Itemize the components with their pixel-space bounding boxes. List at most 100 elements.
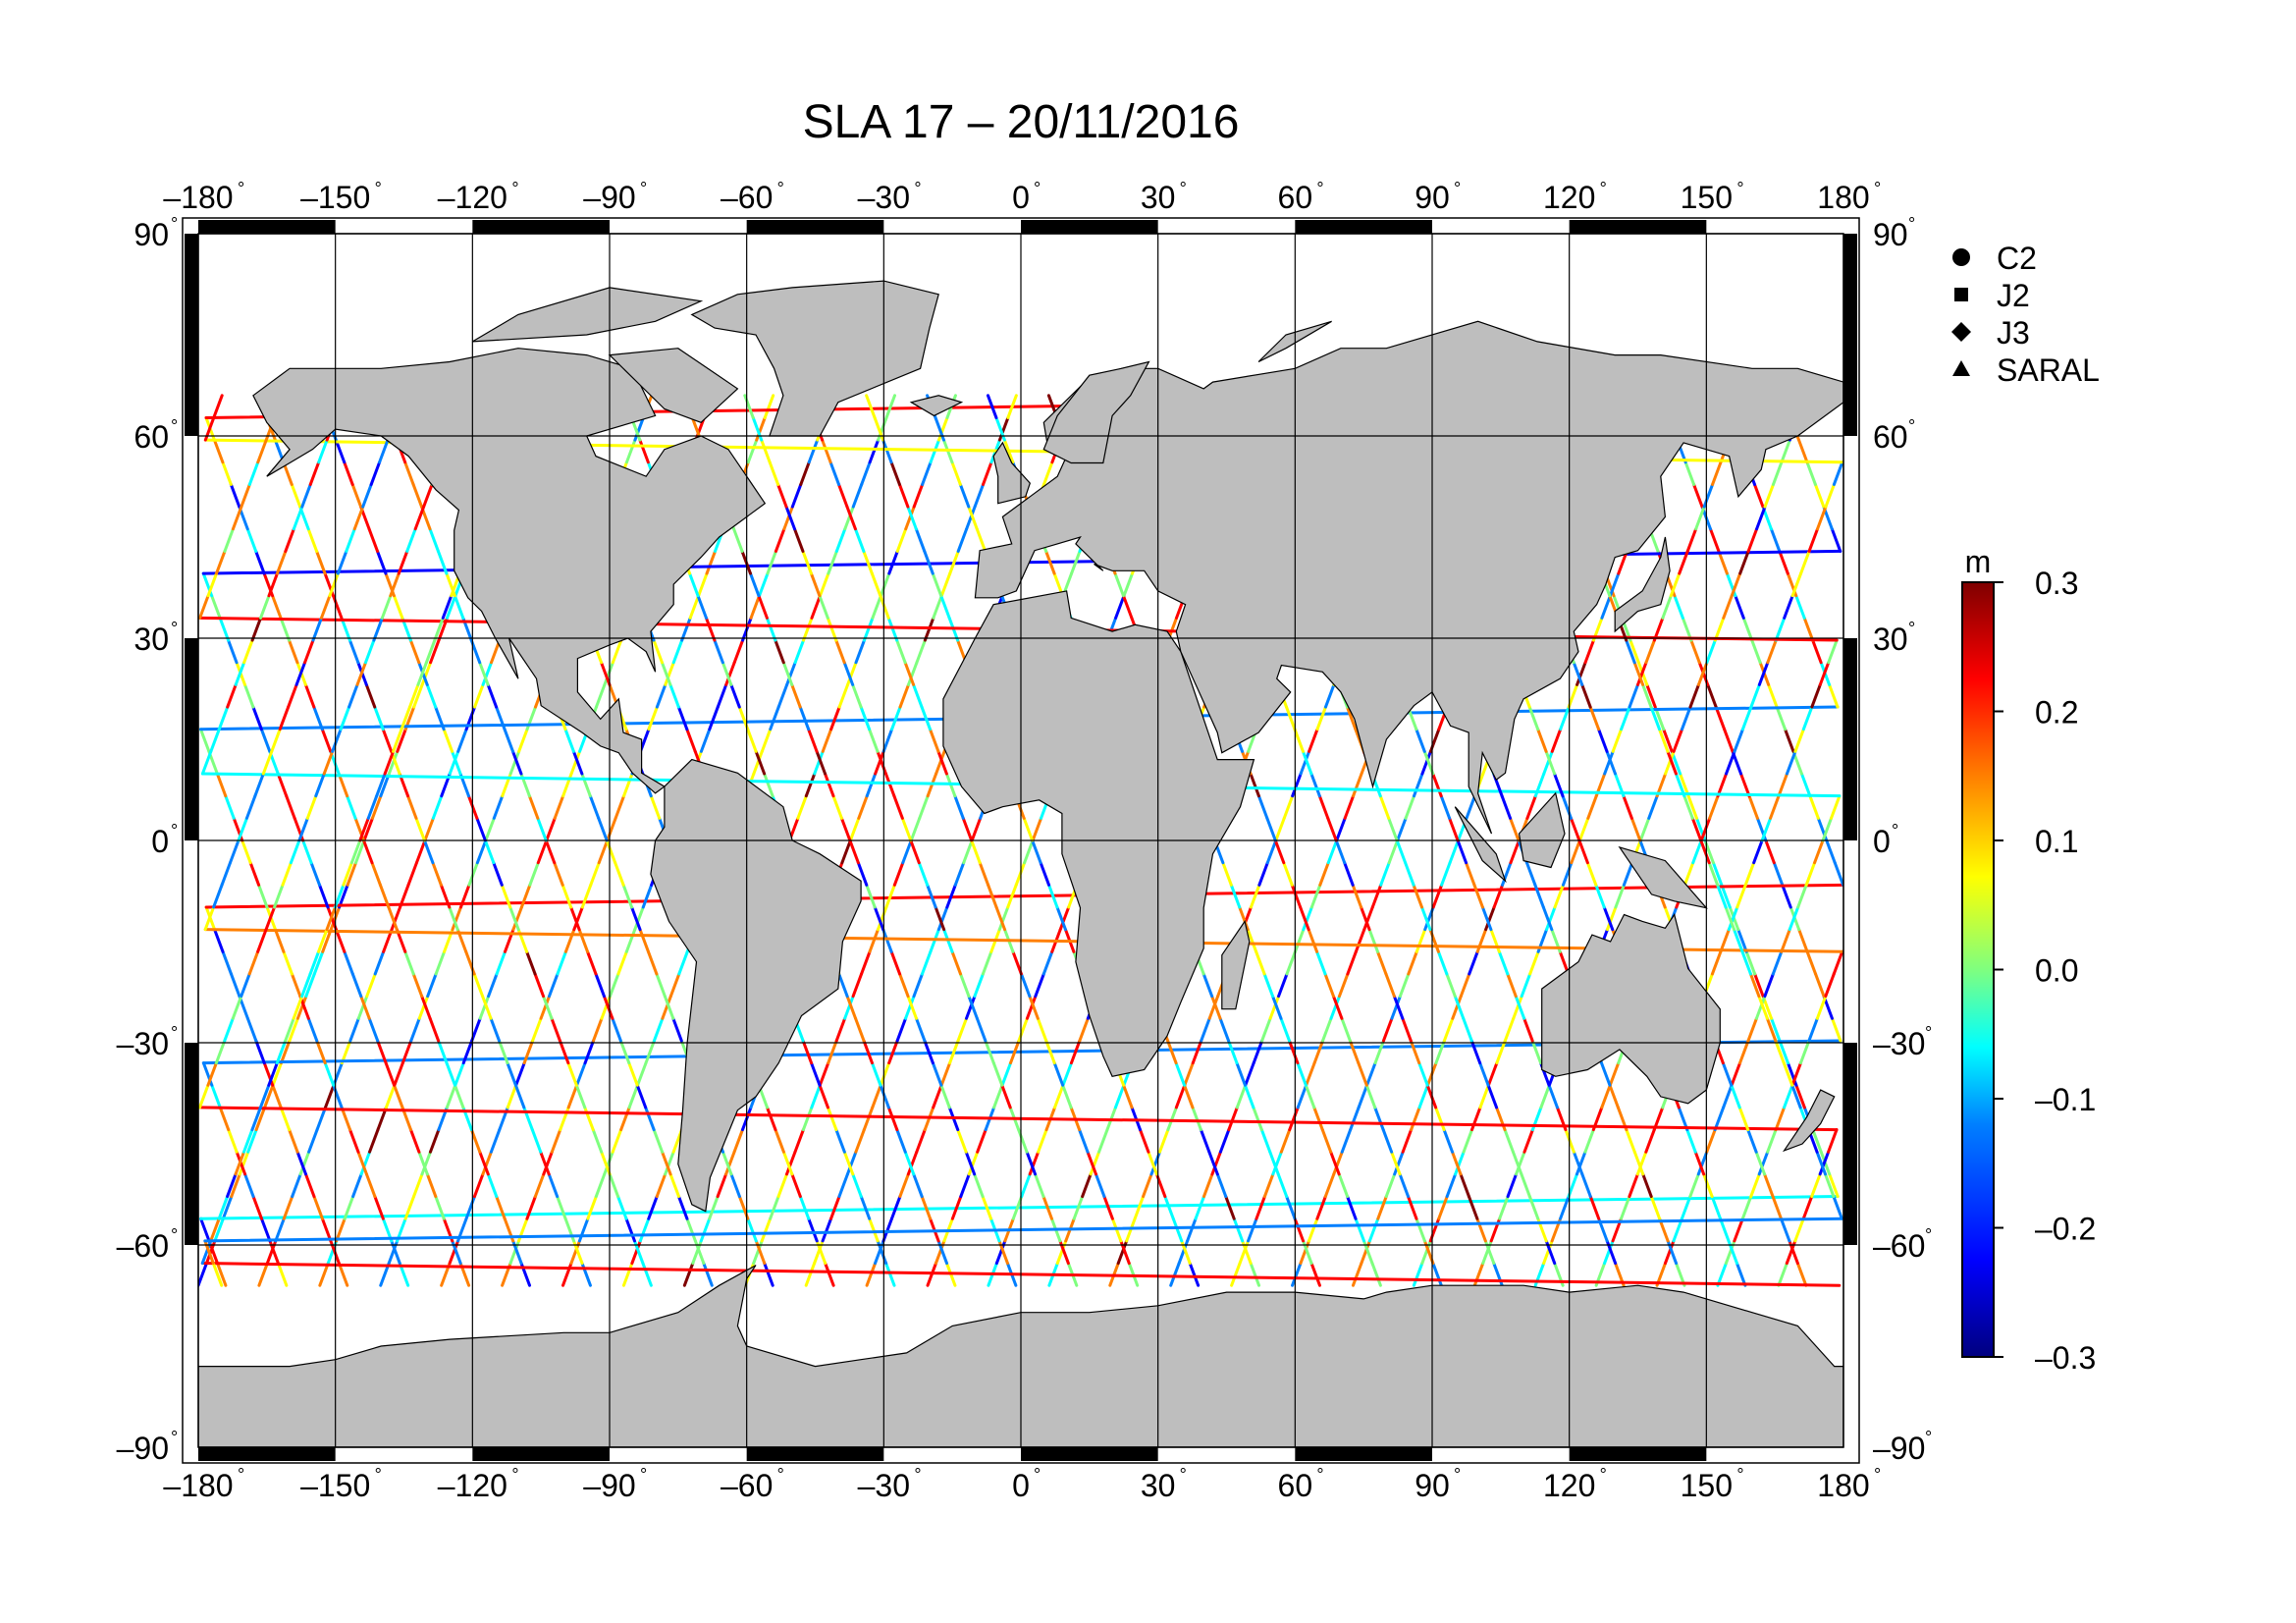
track-segment: [1569, 816, 1581, 842]
track-segment: [355, 661, 367, 686]
track-segment: [1246, 928, 1258, 953]
track-segment: [1675, 1262, 1686, 1287]
track-segment: [251, 1195, 264, 1220]
track-segment: [372, 616, 384, 642]
track-segment: [1384, 1172, 1397, 1199]
track-segment: [1760, 816, 1773, 842]
track-segment: [298, 1150, 311, 1176]
track-segment: [1163, 1195, 1175, 1220]
track-segment: [906, 1150, 919, 1176]
track-segment: [853, 527, 866, 553]
track-segment: [257, 1262, 269, 1287]
track-segment: [1299, 905, 1310, 932]
track-segment: [373, 705, 385, 731]
track-segment: [685, 1217, 697, 1243]
track-segment: [510, 749, 523, 776]
track-segment: [1764, 839, 1776, 865]
track-segment: [229, 839, 240, 865]
track-segment: [782, 505, 794, 531]
track-segment: [339, 705, 351, 731]
track-segment: [1039, 861, 1051, 887]
track-segment: [876, 749, 887, 776]
track-segment: [1603, 749, 1615, 776]
track-segment: [627, 1061, 639, 1087]
track-segment: [199, 1195, 1840, 1220]
track-segment: [1747, 794, 1759, 820]
track-segment: [1602, 905, 1615, 932]
track-segment: [965, 995, 977, 1020]
track-segment: [1641, 682, 1653, 709]
track-segment: [1171, 1217, 1184, 1243]
track-segment: [365, 972, 377, 999]
track-segment: [1384, 972, 1396, 999]
frame-segment-bottom: [1569, 1447, 1707, 1461]
track-segment: [1312, 1039, 1325, 1065]
track-segment: [1299, 749, 1311, 776]
track-segment: [1215, 1172, 1228, 1199]
track-segment: [1465, 794, 1476, 820]
track-segment: [1775, 705, 1788, 731]
track-segment: [1774, 616, 1787, 642]
track-segment: [358, 816, 370, 842]
track-segment: [420, 661, 433, 686]
track-segment: [807, 728, 819, 753]
track-segment: [323, 1061, 336, 1087]
track-segment: [889, 949, 902, 976]
track-segment: [588, 794, 601, 820]
track-segment: [854, 638, 866, 665]
track-segment: [1509, 816, 1521, 842]
track-segment: [1620, 705, 1631, 731]
track-segment: [1025, 1150, 1038, 1176]
scandinavia-fill-landmass: [1042, 360, 1150, 464]
track-segment: [1396, 816, 1408, 842]
track-segment: [1629, 638, 1640, 665]
track-segment: [297, 816, 309, 842]
track-segment: [380, 594, 393, 620]
track-segment: [550, 1128, 562, 1154]
track-segment: [854, 1128, 866, 1154]
track-segment: [818, 571, 830, 598]
track-segment: [1094, 1172, 1106, 1199]
track-segment: [1814, 972, 1826, 999]
track-segment: [243, 1172, 255, 1199]
track-segment: [1169, 1262, 1181, 1287]
degree-mark: °: [1925, 1428, 1932, 1447]
track-segment: [862, 616, 875, 642]
track-segment: [975, 1016, 988, 1043]
track-segment: [1229, 883, 1242, 909]
track-segment: [486, 1172, 499, 1199]
track-segment: [1174, 1061, 1187, 1087]
track-segment: [923, 549, 934, 575]
track-segment: [729, 1172, 741, 1199]
track-segment: [630, 905, 642, 932]
track-segment: [862, 549, 874, 575]
track-segment: [456, 728, 468, 753]
track-segment: [1309, 1262, 1321, 1287]
track-segment: [621, 1262, 634, 1287]
degree-mark: °: [171, 619, 178, 638]
track-segment: [1409, 1039, 1421, 1065]
track-segment: [865, 1262, 878, 1287]
track-segment: [1318, 861, 1330, 887]
track-segment: [732, 638, 745, 665]
track-segment: [1398, 972, 1411, 999]
eurasia-landmass: [974, 320, 1843, 835]
track-segment: [843, 505, 855, 531]
track-segment: [373, 949, 386, 976]
track-segment: [242, 1128, 254, 1154]
track-segment: [1323, 1172, 1336, 1199]
track-segment: [289, 839, 301, 865]
track-segment: [967, 1150, 980, 1176]
track-segment: [221, 460, 233, 486]
track-segment: [212, 883, 224, 909]
track-segment: [821, 438, 832, 464]
track-segment: [1818, 1150, 1831, 1176]
track-segment: [1329, 995, 1341, 1020]
track-segment: [1629, 816, 1642, 842]
track-segment: [959, 972, 971, 999]
track-segment: [932, 594, 943, 620]
track-segment: [1398, 1172, 1411, 1199]
track-segment: [1351, 1262, 1363, 1287]
track-segment: [1632, 1150, 1645, 1176]
track-segment: [970, 839, 982, 865]
